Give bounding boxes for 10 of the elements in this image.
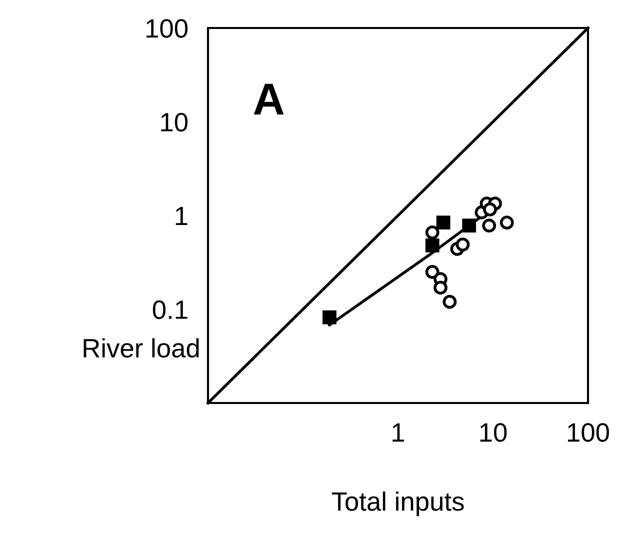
x-tick-label: 10 [480,423,507,442]
y-tick-label: 10 [161,112,188,132]
x-tick-label: 100 [568,423,609,442]
y-axis-title: River load [84,338,199,358]
y-tick-label: 0.1 [152,300,188,320]
y-tick-label: 1 [176,206,188,226]
x-tick-label: 1 [392,423,404,442]
y-tick-label: 100 [146,19,188,38]
x-axis-title: Total inputs [332,491,464,516]
annotation: A [254,84,284,114]
